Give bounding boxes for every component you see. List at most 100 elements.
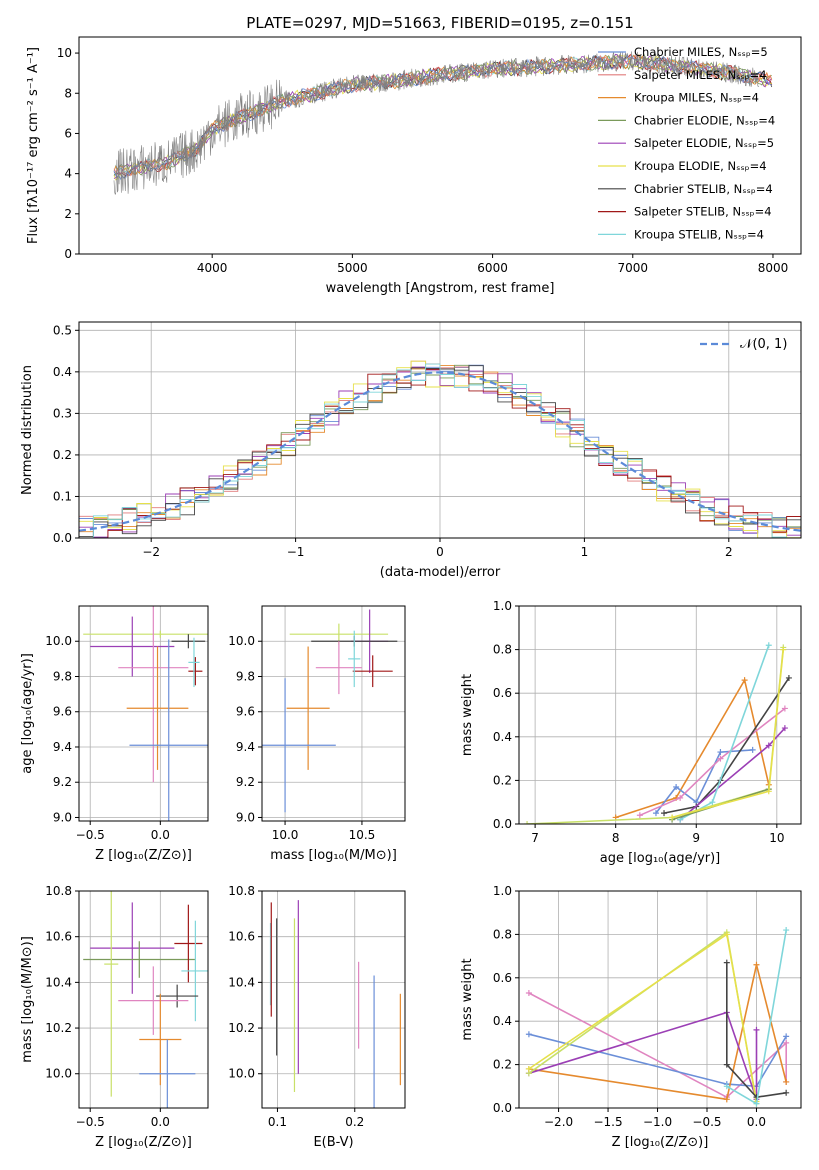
legend-entry: Chabrier ELODIE, Nₛₛₚ=4: [634, 113, 775, 127]
y-tick-label: 10.0: [228, 1067, 255, 1081]
model-line: [113, 53, 772, 176]
y-tick-label: 0.2: [493, 1058, 512, 1072]
weight-marker: [723, 1061, 730, 1068]
x-tick-label: 5000: [337, 261, 368, 275]
weight-marker: [677, 794, 684, 801]
weight-marker: [785, 674, 792, 681]
y-tick-label: 0.0: [53, 531, 72, 545]
y-tick-label: 0.3: [53, 406, 72, 420]
y-tick-label: 0.2: [53, 448, 72, 462]
y-tick-label: 1.0: [493, 599, 512, 613]
axes-frame: [78, 36, 802, 255]
y-tick-label: 9.8: [236, 669, 255, 683]
spectrum-axes: 4000 5000 6000 7000 8000 0 2 4 6 8 10 wavelength [A…: [26, 36, 802, 296]
x-tick-label: 0.1: [268, 1115, 287, 1129]
y-tick-label: 10.0: [45, 634, 72, 648]
legend: Chabrier MILES, Nₛₛₚ=5 Salpeter MILES, Nₛ…: [598, 45, 775, 241]
y-tick-label: 0.4: [493, 730, 512, 744]
x-tick-label: −2: [142, 545, 160, 559]
weight-marker: [781, 725, 788, 732]
model-line: [113, 55, 772, 181]
legend-entry: Kroupa STELIB, Nₛₛₚ=4: [634, 227, 764, 241]
x-tick-label: 1: [581, 545, 589, 559]
age-vs-mass-axes: 10.0 10.5 9.0 9.2 9.4 9.6 9.8 10.0 mass [log₁₀(M…: [228, 605, 406, 863]
x-tick-label: 0.2: [345, 1115, 364, 1129]
y-axis-label: mass [log₁₀(M/M⊙)]: [20, 936, 35, 1063]
residuals-axes: −2 −1 0 1 2 0.0 0.1 0.2 0.3 0.4 0.5 (data-model)/er…: [20, 321, 802, 580]
y-tick-label: 8: [64, 86, 72, 100]
y-tick-label: 9.2: [236, 775, 255, 789]
x-axis-label: mass [log₁₀(M/M⊙)]: [270, 848, 397, 863]
y-tick-label: 4: [64, 167, 72, 181]
weight-marker: [525, 1031, 532, 1038]
weight-marker: [783, 1033, 790, 1040]
age-vs-Z-axes: −0.5 0.0 9.0 9.2 9.4 9.6 9.8 10.0 Z [log₁₀(Z/Z⊙)…: [20, 605, 209, 863]
x-axis-label: wavelength [Angstrom, rest frame]: [326, 281, 555, 296]
y-tick-label: 0.1: [53, 489, 72, 503]
y-tick-label: 0.4: [53, 365, 72, 379]
weight-marker: [749, 746, 756, 753]
weight-vs-age-axes: 7 8 9 10 0.0 0.2 0.4 0.6 0.8 1.0 age [log₁₀(age/yr…: [460, 599, 802, 866]
y-tick-label: 10.6: [45, 930, 72, 944]
y-tick-label: 0.8: [493, 643, 512, 657]
x-tick-label: 0.0: [151, 1115, 170, 1129]
y-tick-label: 1.0: [493, 884, 512, 898]
weight-marker: [780, 646, 787, 653]
axes-frame: [78, 321, 802, 539]
weight-marker: [783, 1089, 790, 1096]
mass-vs-Z-axes: −0.5 0.0 10.0 10.2 10.4 10.6 10.8 Z [log₁₀(Z/Z⊙…: [20, 884, 209, 1150]
y-axis-label: Flux [fλ10⁻¹⁷ erg cm⁻² s⁻¹ A⁻¹]: [26, 47, 41, 244]
y-axis-label: mass weight: [460, 674, 475, 756]
x-axis-label: Z [log₁₀(Z/Z⊙)]: [95, 848, 192, 863]
x-tick-label: −1.5: [593, 1115, 622, 1129]
weight-marker: [717, 755, 724, 762]
weight-marker: [723, 1083, 730, 1090]
weight-marker: [765, 788, 772, 795]
spectrum-marks: [113, 51, 773, 195]
axes-frame: [261, 605, 406, 822]
model-line: [113, 53, 773, 177]
x-tick-label: 6000: [477, 261, 508, 275]
weight-marker: [723, 931, 730, 938]
weight-line: [528, 933, 758, 1102]
weight-marker: [753, 1026, 760, 1033]
weight-marker: [636, 812, 643, 819]
x-tick-label: 4000: [197, 261, 228, 275]
residuals-marks: [79, 360, 801, 538]
legend-entry: 𝒩(0, 1): [740, 337, 787, 352]
y-tick-label: 0: [64, 247, 72, 261]
x-axis-label: Z [log₁₀(Z/Z⊙)]: [612, 1135, 709, 1150]
y-tick-label: 2: [64, 207, 72, 221]
x-tick-label: 10.5: [349, 828, 376, 842]
y-tick-label: 10.2: [228, 1021, 255, 1035]
weight-marker: [723, 959, 730, 966]
mass-vs-Z-marks: [83, 891, 208, 1108]
weight-line: [615, 677, 770, 819]
weight-marker: [525, 1065, 532, 1072]
normal-curve: [79, 371, 801, 532]
x-tick-label: 0: [436, 545, 444, 559]
axes-frame: [261, 890, 406, 1109]
y-tick-label: 10.4: [228, 975, 255, 989]
weight-vs-age-marks: [524, 642, 792, 824]
legend-entry: Kroupa ELODIE, Nₛₛₚ=4: [634, 159, 767, 173]
x-tick-label: 8000: [758, 261, 789, 275]
weight-marker: [765, 642, 772, 649]
weight-vs-Z-marks: [525, 927, 790, 1107]
weight-marker: [783, 1039, 790, 1046]
x-axis-label: Z [log₁₀(Z/Z⊙)]: [95, 1135, 192, 1150]
axes-frame: [78, 605, 209, 822]
weight-line: [671, 649, 785, 819]
axes-frame: [78, 890, 209, 1109]
y-tick-label: 10.6: [228, 930, 255, 944]
weight-marker: [669, 814, 676, 821]
x-tick-label: 7000: [617, 261, 648, 275]
y-tick-label: 10.0: [228, 634, 255, 648]
x-tick-label: 0.0: [747, 1115, 766, 1129]
x-tick-label: 10.0: [272, 828, 299, 842]
weight-line: [726, 962, 787, 1099]
weight-marker: [524, 821, 531, 824]
legend-entry: Salpeter MILES, Nₛₛₚ=4: [634, 68, 767, 82]
